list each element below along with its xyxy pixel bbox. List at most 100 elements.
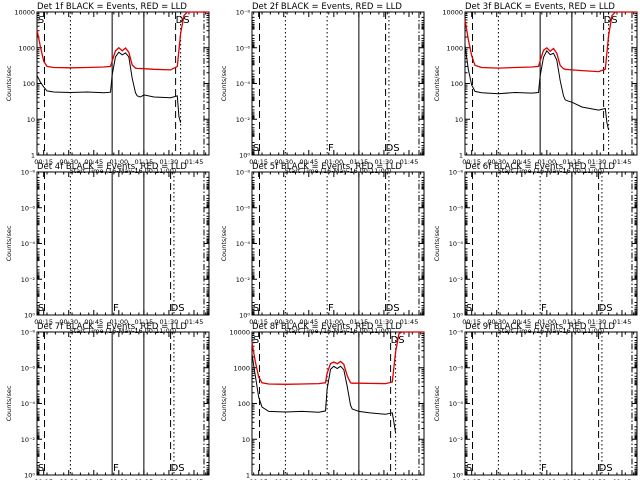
y-tick-label: 10⁻⁶ [449, 364, 464, 372]
x-tick-label: 01:00 [537, 318, 556, 326]
plot-frame [36, 331, 210, 476]
plot-frame [36, 171, 210, 316]
y-tick-label: 10⁻⁴ [236, 80, 251, 88]
x-tick-label: 00:15 [249, 158, 268, 166]
x-axis-title: Start Time (16-May-16 00:11:00) [498, 327, 605, 335]
flag-s: S [38, 15, 44, 26]
y-tick-label: 10⁻² [21, 436, 36, 444]
y-tick-label: 10⁻² [449, 276, 464, 284]
flag-s: S [38, 303, 44, 314]
plot-frame [464, 11, 638, 156]
y-axis-title: Counts/sec [220, 65, 228, 101]
x-tick-label: 00:45 [84, 318, 103, 326]
y-tick-label: 10⁻⁸ [21, 329, 36, 337]
y-tick-label: 10⁻⁴ [21, 400, 36, 408]
x-tick-label: 01:30 [375, 318, 394, 326]
flag-s: S [466, 463, 472, 474]
x-tick-label: 00:30 [59, 478, 78, 480]
y-tick-label: 10⁻⁸ [449, 169, 464, 177]
x-tick-label: 00:45 [84, 478, 103, 480]
flag-s: S [466, 303, 472, 314]
x-tick-label: 00:45 [512, 158, 531, 166]
plot-frame [251, 11, 425, 156]
x-tick-label: 00:30 [59, 318, 78, 326]
y-axis-title: Counts/sec [5, 385, 13, 421]
panel-title: Det 7f BLACK = Events, RED = LLD [37, 322, 187, 332]
x-tick-label: 00:30 [274, 478, 293, 480]
x-tick-label: 01:30 [160, 478, 179, 480]
y-axis-title: Counts/sec [220, 225, 228, 261]
flag-f: F [541, 463, 547, 474]
panel-det-5: Det 5f BLACK = Events, RED = LLD 10⁰ 10⁻² 1… [220, 162, 425, 335]
y-tick-label: 1 [31, 152, 35, 160]
plot-frame [251, 331, 425, 476]
x-tick-label: 00:45 [299, 318, 318, 326]
flag-ds: DS [599, 303, 613, 314]
y-tick-label: 10 [455, 116, 463, 124]
plot-frame [36, 11, 210, 156]
series-lld [251, 331, 424, 385]
x-tick-label: 00:15 [462, 158, 481, 166]
x-tick-label: 01:45 [400, 158, 419, 166]
x-tick-label: 01:30 [588, 318, 607, 326]
flag-s: S [253, 335, 259, 346]
y-tick-label: 10 [27, 116, 35, 124]
x-tick-label: 01:15 [350, 158, 369, 166]
y-tick-label: 100 [23, 80, 35, 88]
y-tick-label: 10⁻⁶ [236, 204, 251, 212]
flag-ds: DS [386, 303, 400, 314]
x-tick-label: 00:15 [249, 478, 268, 480]
y-tick-label: 10⁻⁶ [236, 44, 251, 52]
panel-title: Det 5f BLACK = Events, RED = LLD [252, 162, 402, 172]
x-tick-label: 01:15 [135, 478, 154, 480]
y-tick-label: 10⁻² [21, 276, 36, 284]
y-axis-title: Counts/sec [433, 65, 441, 101]
y-tick-label: 10⁻⁴ [236, 240, 251, 248]
x-tick-label: 01:00 [324, 318, 343, 326]
x-tick-label: 00:15 [249, 318, 268, 326]
series-lld [36, 11, 209, 71]
panel-title: Det 6f BLACK = Events, RED = LLD [465, 162, 615, 172]
x-axis-title: Start Time (16-May-16 00:11:00) [285, 167, 392, 175]
x-axis-title: Start Time (16-May-16 00:11:00) [70, 327, 177, 335]
flag-ds: DS [171, 463, 185, 474]
y-tick-label: 10⁻⁸ [236, 9, 251, 17]
x-tick-label: 01:30 [160, 158, 179, 166]
y-tick-label: 10⁻⁶ [21, 204, 36, 212]
y-tick-label: 1 [459, 152, 463, 160]
x-tick-label: 01:30 [160, 318, 179, 326]
y-tick-label: 10⁰ [239, 312, 250, 320]
x-tick-label: 01:45 [185, 478, 204, 480]
panel-det-1: Det 1f BLACK = Events, RED = LLD 1 10 100 10… [5, 2, 210, 175]
panel-det-3: Det 3f BLACK = Events, RED = LLD 1 10 100 10… [433, 2, 638, 175]
x-tick-label: 00:45 [512, 478, 531, 480]
y-tick-label: 10⁻⁴ [449, 400, 464, 408]
y-tick-label: 10⁻² [236, 116, 251, 124]
y-tick-label: 10⁻⁴ [21, 240, 36, 248]
x-tick-label: 01:45 [613, 158, 632, 166]
flag-ds: DS [599, 463, 613, 474]
y-tick-label: 10⁻⁶ [21, 364, 36, 372]
x-tick-label: 01:15 [563, 478, 582, 480]
x-tick-label: 01:45 [400, 478, 419, 480]
panel-det-6: Det 6f BLACK = Events, RED = LLD 10⁰ 10⁻² 1… [433, 162, 638, 335]
y-tick-label: 100 [238, 400, 250, 408]
flag-f: F [328, 303, 334, 314]
x-tick-label: 01:15 [563, 318, 582, 326]
panel-det-2: Det 2f BLACK = Events, RED = LLD 10⁰ 10⁻² 1… [220, 2, 425, 175]
plot-frame [251, 171, 425, 316]
plot-frame [464, 331, 638, 476]
y-tick-label: 1000 [446, 44, 463, 52]
x-tick-label: 00:30 [487, 158, 506, 166]
panel-det-8: Det 8f BLACK = Events, RED = LLD 1 10 100 10… [220, 322, 425, 480]
x-tick-label: 00:45 [299, 158, 318, 166]
y-tick-label: 10000 [229, 329, 250, 337]
x-tick-label: 00:45 [512, 318, 531, 326]
x-tick-label: 01:45 [613, 478, 632, 480]
series-events [251, 354, 397, 434]
x-tick-label: 01:15 [350, 318, 369, 326]
x-tick-label: 01:30 [588, 478, 607, 480]
flag-f: F [113, 463, 119, 474]
y-tick-label: 100 [451, 80, 463, 88]
series-lld [464, 11, 637, 73]
